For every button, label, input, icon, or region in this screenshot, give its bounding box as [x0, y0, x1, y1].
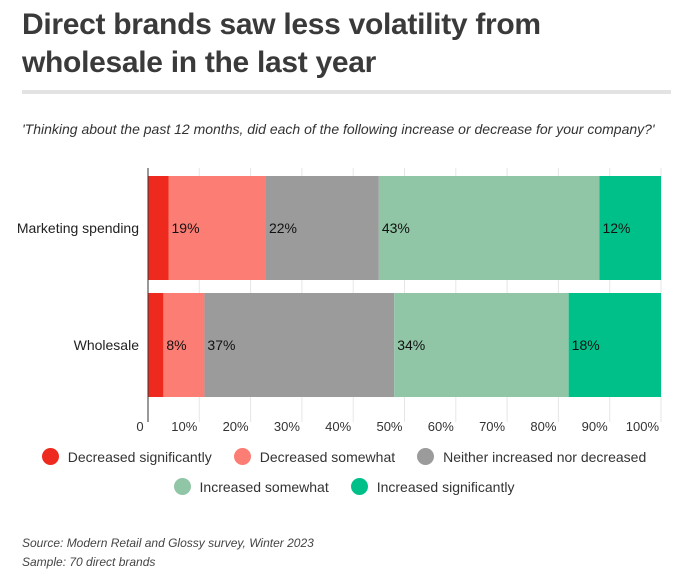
survey-question: 'Thinking about the past 12 months, did … [22, 121, 655, 137]
bar-segment [265, 176, 379, 280]
legend-item: Neither increased nor decreased [417, 448, 646, 465]
bar-segment [378, 176, 600, 280]
x-tick-label: 50% [376, 419, 402, 434]
stacked-bar-chart: 19% 22% 43% 12% 8% 37% 34% 18% 0 10% 20% 30% 40% 50%… [17, 168, 662, 434]
x-tick-label: 100% [626, 419, 660, 434]
bar-segment [163, 293, 205, 397]
data-label: 43% [382, 220, 410, 236]
bar-segment [599, 176, 661, 280]
category-label: Marketing spending [17, 220, 139, 236]
x-tick-label: 30% [274, 419, 300, 434]
data-labels: 19% 22% 43% 12% 8% 37% 34% 18% [166, 220, 630, 353]
x-tick-label: 90% [582, 419, 608, 434]
legend-swatch [233, 448, 251, 465]
legend-item: Decreased significantly [41, 448, 212, 465]
bar-segment [394, 293, 569, 397]
bars [148, 176, 661, 397]
source-note: Source: Modern Retail and Glossy survey,… [22, 536, 314, 550]
x-tick-label: 70% [479, 419, 505, 434]
axes: 0 10% 20% 30% 40% 50% 60% 70% 80% 90% 100% Marketin… [17, 168, 660, 434]
title-divider [22, 90, 671, 94]
legend-label: Decreased somewhat [259, 448, 396, 465]
chart-title: Direct brands saw less volatility from w… [22, 8, 541, 79]
x-tick-label: 0 [136, 419, 143, 434]
legend-row-2: Increased somewhat Increased significantl… [0, 478, 688, 495]
data-label: 37% [207, 337, 235, 353]
bar-segment [148, 293, 164, 397]
x-tick-label: 80% [530, 419, 556, 434]
legend-label: Decreased significantly [67, 448, 212, 465]
legend-row-1: Decreased significantly Decreased somewha… [0, 448, 688, 465]
legend-label: Increased significantly [376, 478, 515, 495]
data-label: 12% [602, 220, 630, 236]
legend-swatch [417, 448, 435, 465]
legend-label: Increased somewhat [199, 478, 329, 495]
legend-item: Increased somewhat [173, 478, 329, 495]
x-tick-label: 10% [171, 419, 197, 434]
legend-swatch [350, 478, 368, 495]
x-tick-label: 40% [325, 419, 351, 434]
category-label: Wholesale [74, 337, 140, 353]
sample-note: Sample: 70 direct brands [22, 555, 156, 569]
data-label: 8% [166, 337, 186, 353]
legend-swatch [173, 478, 191, 495]
x-tick-label: 20% [223, 419, 249, 434]
bar-segment [568, 293, 661, 397]
bar-segment [204, 293, 395, 397]
legend-item: Increased significantly [350, 478, 515, 495]
bar-segment [148, 176, 169, 280]
data-label: 19% [172, 220, 200, 236]
x-tick-label: 60% [428, 419, 454, 434]
bar-segment [168, 176, 266, 280]
legend-swatch [41, 448, 59, 465]
legend-item: Decreased somewhat [233, 448, 396, 465]
data-label: 34% [397, 337, 425, 353]
legend-label: Neither increased nor decreased [443, 448, 647, 465]
data-label: 22% [269, 220, 297, 236]
data-label: 18% [572, 337, 600, 353]
